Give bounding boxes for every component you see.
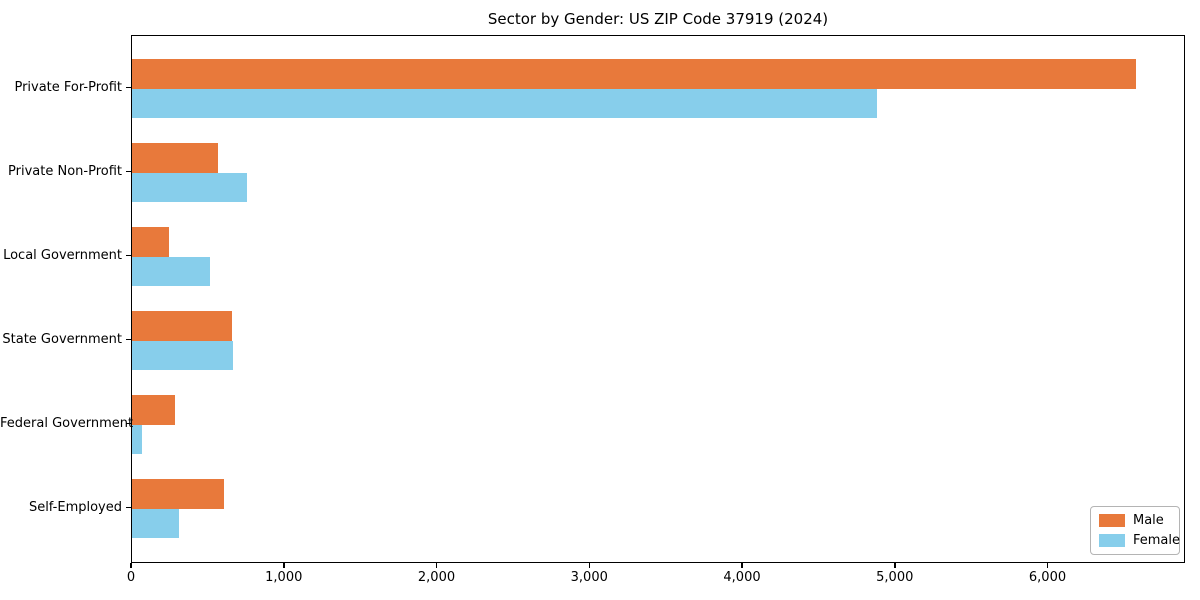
x-tick-mark	[741, 563, 743, 568]
xtick-label-2-000: 2,000	[417, 570, 456, 585]
ytick-label-local-government: Local Government	[3, 247, 122, 263]
bar-male-local-government	[132, 227, 170, 257]
bar-female-state-government	[132, 340, 233, 370]
xtick-label-4-000: 4,000	[723, 570, 761, 585]
legend-swatch-male	[1099, 514, 1125, 527]
y-tick-mark	[126, 254, 131, 257]
y-tick-mark	[126, 338, 131, 341]
bar-male-self-employed	[132, 479, 225, 509]
ytick-label-federal-government: Federal Government	[0, 415, 134, 431]
bar-female-self-employed	[132, 508, 180, 538]
legend-item-female: Female	[1099, 533, 1180, 548]
x-tick-mark	[894, 563, 896, 568]
ytick-label-self-employed: Self-Employed	[28, 499, 122, 515]
xtick-label-1-000: 1,000	[265, 570, 303, 585]
xtick-label-3-000: 3,000	[570, 570, 608, 585]
x-tick-mark	[283, 563, 285, 568]
y-tick-mark	[126, 422, 131, 425]
legend-swatch-female	[1099, 534, 1125, 547]
bar-female-private-for-profit	[132, 88, 878, 118]
bar-male-state-government	[132, 311, 233, 341]
ytick-label-private-non-profit: Private Non-Profit	[8, 163, 122, 179]
legend-item-male: Male	[1099, 513, 1171, 528]
xtick-label-6-000: 6,000	[1028, 570, 1067, 585]
bar-male-private-non-profit	[132, 143, 218, 173]
legend-label-male: Male	[1133, 513, 1164, 528]
x-tick-mark	[1046, 563, 1049, 568]
bar-male-private-for-profit	[132, 59, 1136, 89]
bar-female-private-non-profit	[132, 172, 247, 202]
y-tick-mark	[126, 86, 131, 89]
x-tick-mark	[588, 563, 590, 568]
legend-label-female: Female	[1133, 533, 1181, 548]
xtick-label-0: 0	[126, 570, 136, 585]
x-tick-mark	[130, 563, 132, 568]
chart-title: Sector by Gender: US ZIP Code 37919 (202…	[487, 10, 829, 28]
bar-male-federal-government	[132, 395, 175, 425]
bar-female-federal-government	[132, 424, 142, 454]
plot-area	[131, 35, 1185, 563]
ytick-label-private-for-profit: Private For-Profit	[14, 79, 122, 95]
ytick-label-state-government: State Government	[2, 331, 122, 347]
y-tick-mark	[126, 506, 131, 509]
xtick-label-5-000: 5,000	[876, 570, 914, 585]
legend: Male Female	[1090, 506, 1180, 555]
x-tick-mark	[435, 563, 438, 568]
y-tick-mark	[126, 170, 131, 173]
bar-female-local-government	[132, 256, 210, 286]
